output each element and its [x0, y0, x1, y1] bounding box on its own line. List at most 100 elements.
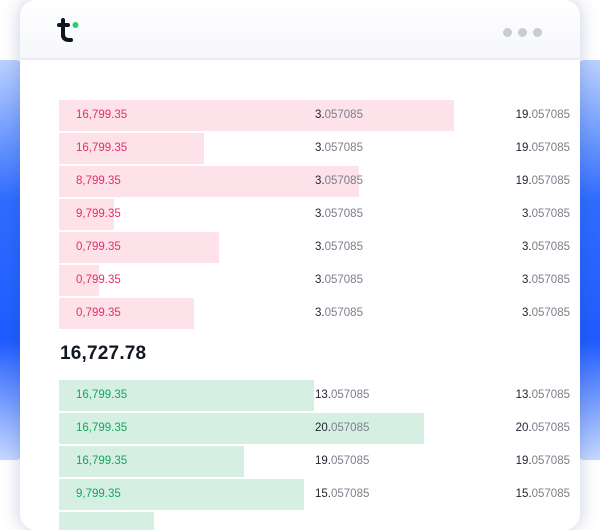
- bid-amount: 20.057085: [315, 422, 369, 434]
- ask-depth-bar: [59, 232, 219, 263]
- ask-total: 3.057085: [522, 307, 570, 319]
- total-integer: 3.: [522, 307, 532, 319]
- ask-total: 3.057085: [522, 274, 570, 286]
- amount-decimal: 057085: [331, 389, 370, 401]
- t-logo-icon: [57, 18, 79, 42]
- ask-amount: 3.057085: [315, 307, 363, 319]
- total-decimal: 057085: [531, 389, 570, 401]
- amount-integer: 20.: [315, 422, 331, 434]
- ask-depth-bar: [59, 166, 359, 197]
- ask-amount: 3.057085: [315, 109, 363, 121]
- total-integer: 3.: [522, 208, 532, 220]
- total-integer: 13.: [515, 389, 532, 401]
- total-decimal: 057085: [531, 175, 570, 187]
- ask-depth-bar: [59, 265, 99, 296]
- amount-integer: 3.: [315, 274, 325, 286]
- ask-price: 0,799.35: [76, 241, 121, 253]
- total-decimal: 057085: [531, 488, 570, 500]
- ask-amount: 3.057085: [315, 175, 363, 187]
- ask-row[interactable]: 16,799.35 3.057085 19.057085: [59, 133, 570, 164]
- amount-integer: 3.: [315, 307, 325, 319]
- ask-price: 16,799.35: [76, 109, 128, 121]
- ask-price: 8,799.35: [76, 175, 121, 187]
- bid-price: 16,799.35: [76, 389, 128, 401]
- total-decimal: 057085: [531, 307, 570, 319]
- bid-price: 16,799.35: [76, 455, 128, 467]
- card-header: [20, 0, 580, 60]
- bid-depth-bar: [59, 446, 244, 477]
- amount-integer: 19.: [315, 455, 331, 467]
- bid-total: 13.057085: [516, 389, 570, 401]
- bid-depth-bar: [59, 413, 424, 444]
- total-integer: 3.: [522, 241, 532, 253]
- amount-integer: 3.: [315, 109, 325, 121]
- amount-decimal: 057085: [324, 307, 363, 319]
- ask-row[interactable]: 0,799.35 3.057085 3.057085: [59, 265, 570, 296]
- ask-amount: 3.057085: [315, 208, 363, 220]
- amount-integer: 3.: [315, 142, 325, 154]
- ask-row[interactable]: 0,799.35 3.057085 3.057085: [59, 298, 570, 329]
- total-integer: 19.: [515, 109, 532, 121]
- bid-amount: 19.057085: [315, 455, 369, 467]
- ask-row[interactable]: 0,799.35 3.057085 3.057085: [59, 232, 570, 263]
- bid-row[interactable]: 16,799.35 20.057085 20.057085: [59, 413, 570, 444]
- bid-row[interactable]: 16,799.35 19.057085 19.057085: [59, 446, 570, 477]
- total-decimal: 057085: [531, 422, 570, 434]
- ask-depth-bar: [59, 133, 204, 164]
- total-decimal: 057085: [531, 109, 570, 121]
- ask-price: 9,799.35: [76, 208, 121, 220]
- total-integer: 19.: [515, 142, 532, 154]
- bid-total: 19.057085: [516, 455, 570, 467]
- total-integer: 3.: [522, 274, 532, 286]
- total-integer: 20.: [515, 422, 532, 434]
- bid-price: 16,799.35: [76, 422, 128, 434]
- total-decimal: 057085: [531, 241, 570, 253]
- orderbook-card: 16,799.35 3.057085 19.057085 16,799.35 3.057…: [20, 0, 580, 530]
- ask-price: 0,799.35: [76, 274, 121, 286]
- total-integer: 15.: [515, 488, 532, 500]
- total-decimal: 057085: [531, 274, 570, 286]
- total-decimal: 057085: [531, 142, 570, 154]
- amount-decimal: 057085: [331, 422, 370, 434]
- total-decimal: 057085: [531, 455, 570, 467]
- bid-amount: 13.057085: [315, 389, 369, 401]
- amount-decimal: 057085: [324, 241, 363, 253]
- bid-row[interactable]: [59, 512, 559, 530]
- ask-total: 3.057085: [522, 241, 570, 253]
- total-integer: 19.: [515, 455, 532, 467]
- amount-integer: 15.: [315, 488, 331, 500]
- more-dots-icon[interactable]: [503, 28, 542, 37]
- right-edge-glow: [578, 60, 600, 460]
- dot: [518, 28, 527, 37]
- ask-price: 0,799.35: [76, 307, 121, 319]
- ask-total: 19.057085: [516, 175, 570, 187]
- bid-total: 20.057085: [516, 422, 570, 434]
- amount-integer: 3.: [315, 175, 325, 187]
- bid-depth-bar: [59, 380, 314, 411]
- amount-integer: 3.: [315, 241, 325, 253]
- total-integer: 19.: [515, 175, 532, 187]
- dot: [533, 28, 542, 37]
- ask-depth-bar: [59, 298, 194, 329]
- amount-integer: 13.: [315, 389, 331, 401]
- bid-depth-bar: [59, 512, 154, 530]
- amount-decimal: 057085: [331, 455, 370, 467]
- amount-decimal: 057085: [324, 208, 363, 220]
- amount-decimal: 057085: [324, 109, 363, 121]
- bid-price: 9,799.35: [76, 488, 121, 500]
- left-edge-glow: [0, 60, 22, 460]
- ask-amount: 3.057085: [315, 274, 363, 286]
- bid-total: 15.057085: [516, 488, 570, 500]
- ask-row[interactable]: 16,799.35 3.057085 19.057085: [59, 100, 570, 131]
- bid-row[interactable]: 9,799.35 15.057085 15.057085: [59, 479, 570, 510]
- ask-price: 16,799.35: [76, 142, 128, 154]
- ask-amount: 3.057085: [315, 241, 363, 253]
- amount-decimal: 057085: [331, 488, 370, 500]
- bid-depth-bar: [59, 479, 304, 510]
- ask-row[interactable]: 8,799.35 3.057085 19.057085: [59, 166, 570, 197]
- ask-depth-bar: [59, 199, 114, 230]
- ask-row[interactable]: 9,799.35 3.057085 3.057085: [59, 199, 570, 230]
- mid-price: 16,727.78: [60, 343, 147, 364]
- bid-row[interactable]: 16,799.35 13.057085 13.057085: [59, 380, 570, 411]
- ask-total: 19.057085: [516, 109, 570, 121]
